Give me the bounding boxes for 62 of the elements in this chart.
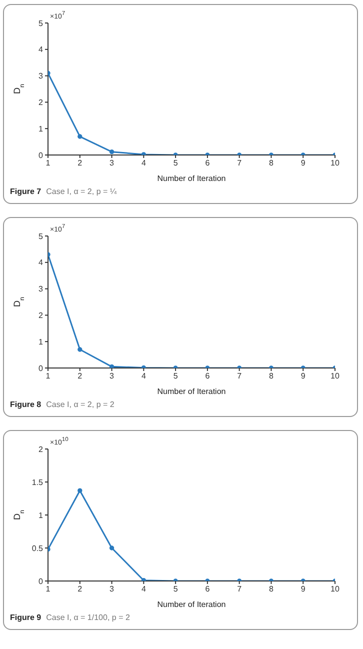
y-tick-label: 3: [38, 72, 44, 81]
x-tick-label: 6: [205, 372, 210, 381]
x-tick-label: 2: [78, 372, 83, 381]
point: [78, 347, 82, 352]
point: [109, 149, 114, 154]
x-axis-title: Number of Iteration: [157, 600, 226, 609]
x-tick-label: 9: [300, 372, 306, 381]
y-tick-label: 0.5: [32, 544, 44, 553]
x-tick-label: 5: [173, 372, 178, 381]
y-tick-label: 0: [38, 150, 44, 160]
x-tick-label: 4: [141, 158, 146, 168]
y-tick-label: 5: [38, 18, 44, 28]
text: Figure 9: [10, 613, 42, 622]
x-tick-label: 4: [141, 584, 146, 594]
x-tick-label: 9: [300, 584, 306, 594]
text: Case I, α = 1/100, p = 2: [46, 613, 130, 622]
x-tick-label: 4: [141, 372, 146, 381]
x-tick-label: 10: [330, 158, 340, 168]
x-tick-label: 3: [110, 584, 115, 594]
y-tick-label: 1: [38, 337, 44, 346]
y-tick-label: 1: [38, 510, 44, 520]
y-tick-label: 1.5: [32, 478, 44, 487]
y-tick-label: 2: [38, 98, 44, 108]
y-tick-label: 0: [38, 576, 44, 586]
x-tick-label: 8: [268, 584, 274, 594]
x-tick-label: 10: [330, 584, 340, 594]
x-tick-label: 2: [78, 158, 83, 168]
x-tick-label: 5: [173, 584, 178, 594]
y-tick-label: 2: [38, 311, 44, 320]
y-tick-label: 3: [38, 284, 44, 294]
point: [109, 546, 114, 550]
x-tick-label: 8: [268, 372, 274, 381]
x-tick-label: 6: [205, 584, 210, 594]
point: [109, 364, 114, 368]
x-tick-label: 1: [46, 372, 51, 381]
y-tick-label: 5: [38, 232, 44, 241]
text: Case I, α = 2, p = ¼: [46, 187, 117, 196]
x-tick-label: 1: [46, 584, 51, 594]
x-tick-label: 8: [268, 158, 274, 168]
x-tick-label: 5: [173, 158, 178, 168]
x-tick-label: 7: [237, 584, 242, 594]
x-tick-label: 9: [300, 158, 306, 168]
x-tick-label: 6: [205, 158, 210, 168]
text: Case I, α = 2, p = 2: [46, 400, 114, 409]
y-tick-label: 4: [38, 258, 44, 268]
x-axis-title: Number of Iteration: [157, 387, 226, 396]
y-tick-label: 4: [38, 45, 44, 54]
y-tick-label: 0: [38, 364, 44, 373]
x-tick-label: 7: [237, 372, 242, 381]
x-tick-label: 2: [78, 584, 83, 594]
y-tick-label: 2: [38, 444, 44, 454]
point: [78, 488, 82, 493]
y-tick-label: 1: [38, 124, 44, 134]
text: Figure 7: [10, 187, 42, 196]
point: [78, 134, 82, 139]
text: Figure 8: [10, 400, 42, 409]
x-tick-label: 7: [237, 158, 242, 168]
x-tick-label: 10: [330, 372, 340, 381]
x-axis-title: Number of Iteration: [157, 174, 226, 183]
x-tick-label: 1: [46, 158, 51, 168]
x-tick-label: 3: [110, 158, 115, 168]
x-tick-label: 3: [110, 372, 115, 381]
